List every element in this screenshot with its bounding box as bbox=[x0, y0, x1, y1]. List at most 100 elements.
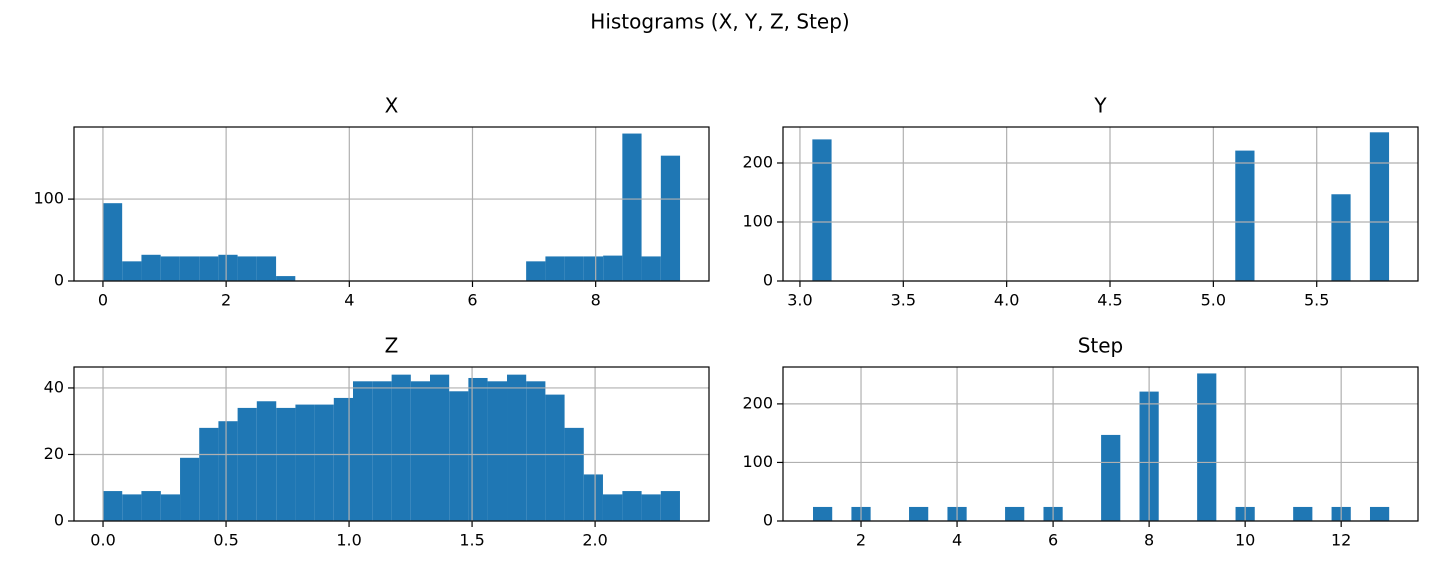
bar bbox=[122, 261, 142, 281]
bar bbox=[199, 256, 219, 281]
bar bbox=[410, 381, 431, 521]
bar bbox=[526, 261, 546, 281]
bar bbox=[545, 394, 565, 521]
x-tick-label: 4.5 bbox=[1097, 291, 1122, 310]
bar bbox=[218, 254, 238, 281]
bar bbox=[199, 427, 219, 521]
bar bbox=[276, 276, 296, 281]
bar bbox=[256, 256, 277, 281]
axes-frame bbox=[782, 126, 1419, 282]
bar bbox=[564, 427, 584, 521]
bar bbox=[179, 256, 200, 281]
x-tick-label: 2 bbox=[856, 531, 866, 550]
y-tick-label: 200 bbox=[742, 152, 773, 171]
bar bbox=[295, 404, 315, 521]
x-tick-label: 1.0 bbox=[336, 531, 361, 550]
bar bbox=[314, 404, 334, 521]
x-tick-label: 5.0 bbox=[1201, 291, 1226, 310]
x-tick-label: 4 bbox=[344, 291, 354, 310]
x-tick-label: 5.5 bbox=[1304, 291, 1329, 310]
bar bbox=[333, 397, 353, 521]
y-tick-label: 100 bbox=[742, 452, 773, 471]
x-tick-label: 3.5 bbox=[891, 291, 916, 310]
axes-frame bbox=[782, 366, 1419, 522]
x-tick-label: 4.0 bbox=[994, 291, 1019, 310]
bar bbox=[372, 381, 392, 521]
bar bbox=[218, 421, 238, 521]
bar bbox=[1101, 434, 1121, 521]
bar bbox=[391, 374, 411, 521]
panel-title: Z bbox=[385, 334, 399, 358]
bar bbox=[430, 374, 450, 521]
y-tick-label: 40 bbox=[44, 377, 64, 396]
x-tick-label: 8 bbox=[591, 291, 601, 310]
y-tick-label: 100 bbox=[742, 211, 773, 230]
bar bbox=[160, 256, 180, 281]
bar bbox=[812, 139, 832, 281]
bar bbox=[583, 256, 604, 281]
bar bbox=[103, 491, 123, 521]
bar bbox=[487, 381, 508, 521]
y-tick-label: 200 bbox=[742, 393, 773, 412]
bar bbox=[909, 506, 929, 521]
x-tick-label: 6 bbox=[1048, 531, 1058, 550]
x-tick-label: 3.0 bbox=[787, 291, 812, 310]
bar bbox=[1369, 132, 1390, 281]
bar bbox=[276, 407, 296, 521]
bar bbox=[622, 491, 642, 521]
bar bbox=[1005, 506, 1025, 521]
figure-title: Histograms (X, Y, Z, Step) bbox=[590, 10, 849, 34]
bar bbox=[237, 256, 257, 281]
x-tick-label: 2 bbox=[221, 291, 231, 310]
bar bbox=[237, 407, 257, 521]
bar bbox=[352, 381, 373, 521]
bar bbox=[641, 494, 661, 521]
bar bbox=[603, 255, 623, 281]
bar bbox=[102, 203, 123, 281]
bar bbox=[545, 256, 565, 281]
x-tick-label: 4 bbox=[952, 531, 962, 550]
y-tick-label: 100 bbox=[33, 189, 64, 208]
bar bbox=[449, 391, 469, 521]
bar bbox=[180, 457, 200, 521]
x-tick-label: 8 bbox=[1144, 531, 1154, 550]
bar bbox=[141, 254, 161, 281]
axes-frame bbox=[73, 366, 710, 522]
bar bbox=[160, 494, 181, 521]
bar bbox=[141, 491, 161, 521]
axes-frame bbox=[73, 126, 710, 282]
x-tick-label: 0.0 bbox=[90, 531, 115, 550]
y-tick-label: 0 bbox=[763, 511, 773, 530]
bar bbox=[564, 256, 584, 281]
bar bbox=[256, 401, 277, 521]
bar bbox=[1293, 506, 1313, 521]
bar bbox=[507, 374, 527, 521]
bar bbox=[641, 256, 661, 281]
panel-title: Y bbox=[1093, 94, 1107, 118]
panel-title: X bbox=[385, 94, 399, 118]
x-tick-label: 10 bbox=[1235, 531, 1255, 550]
bar bbox=[602, 494, 623, 521]
panel-title: Step bbox=[1078, 334, 1124, 358]
bar bbox=[813, 506, 833, 521]
bar bbox=[583, 474, 603, 521]
bar bbox=[468, 377, 488, 521]
y-tick-label: 0 bbox=[54, 511, 64, 530]
bar bbox=[1369, 506, 1390, 521]
x-tick-label: 12 bbox=[1331, 531, 1351, 550]
bar bbox=[1235, 150, 1255, 281]
y-tick-label: 20 bbox=[44, 444, 64, 463]
bar bbox=[526, 381, 546, 521]
x-tick-label: 6 bbox=[467, 291, 477, 310]
y-tick-label: 0 bbox=[763, 271, 773, 290]
bar bbox=[622, 133, 642, 281]
x-tick-label: 1.5 bbox=[459, 531, 484, 550]
x-tick-label: 0.5 bbox=[213, 531, 238, 550]
bar bbox=[660, 155, 681, 281]
bar bbox=[660, 491, 680, 521]
x-tick-label: 0 bbox=[98, 291, 108, 310]
bar bbox=[122, 494, 142, 521]
bar bbox=[1197, 373, 1217, 521]
y-tick-label: 0 bbox=[54, 271, 64, 290]
